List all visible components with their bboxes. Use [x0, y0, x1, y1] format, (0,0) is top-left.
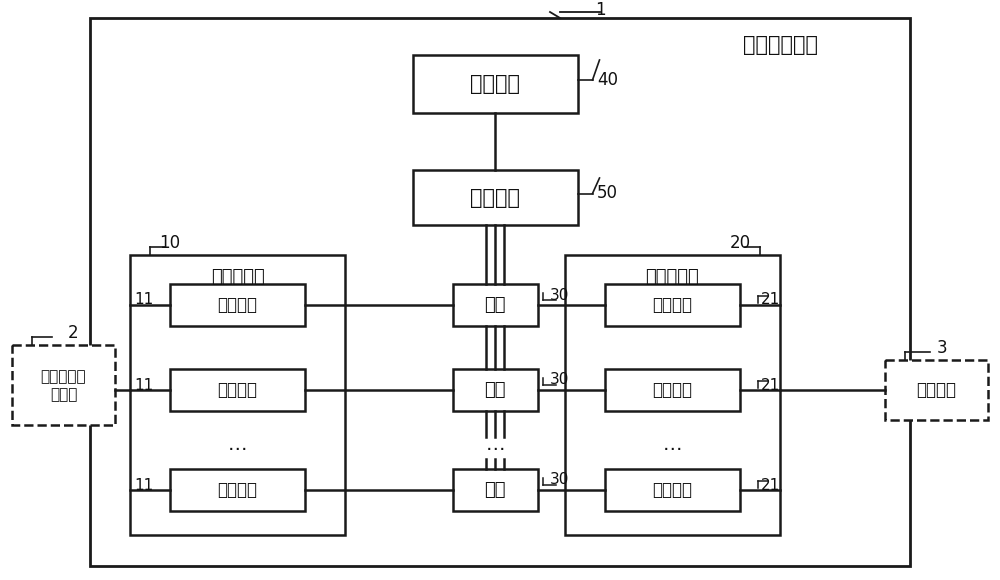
Text: 21: 21	[760, 292, 780, 307]
Text: 第二端子组: 第二端子组	[646, 268, 699, 286]
Bar	[12, 345, 115, 425]
Text: 开关: 开关	[484, 381, 506, 399]
Text: 试系统: 试系统	[50, 387, 77, 403]
Bar	[90, 18, 910, 566]
Text: 11: 11	[134, 292, 154, 307]
Text: 1: 1	[595, 1, 605, 19]
Text: 2: 2	[68, 324, 79, 342]
Text: …: …	[663, 436, 682, 455]
Text: 第二端子: 第二端子	[652, 381, 692, 399]
Text: 控制模块: 控制模块	[470, 74, 520, 94]
Text: 开关: 开关	[484, 481, 506, 499]
Text: 40: 40	[597, 71, 618, 89]
Text: 第一端子: 第一端子	[218, 296, 258, 314]
Text: 3: 3	[936, 339, 947, 357]
Text: …: …	[485, 436, 505, 455]
Bar	[170, 469, 305, 511]
Text: 11: 11	[134, 477, 154, 492]
Bar	[452, 469, 538, 511]
Text: 第一端子组: 第一端子组	[211, 268, 264, 286]
Text: 硬件在环测: 硬件在环测	[41, 369, 86, 385]
Bar	[170, 284, 305, 326]
Bar	[565, 255, 780, 535]
Bar	[452, 284, 538, 326]
Text: 50: 50	[597, 184, 618, 202]
Text: 10: 10	[159, 234, 181, 252]
Bar	[605, 469, 740, 511]
Text: …: …	[228, 436, 247, 455]
Bar	[605, 369, 740, 411]
Text: 驱动电路: 驱动电路	[470, 187, 520, 208]
Bar	[413, 170, 578, 225]
Bar	[885, 360, 988, 420]
Bar	[452, 369, 538, 411]
Text: 11: 11	[134, 378, 154, 393]
Text: 第一端子: 第一端子	[218, 381, 258, 399]
Text: 待测装置: 待测装置	[916, 381, 956, 399]
Text: 30: 30	[550, 288, 569, 303]
Bar	[413, 55, 578, 113]
Text: 开关: 开关	[484, 296, 506, 314]
Text: 30: 30	[550, 473, 569, 488]
Text: 第二端子: 第二端子	[652, 296, 692, 314]
Text: 20: 20	[729, 234, 751, 252]
Text: 30: 30	[550, 372, 569, 387]
Text: 21: 21	[760, 477, 780, 492]
Bar	[130, 255, 345, 535]
Bar	[170, 369, 305, 411]
Text: 第二端子: 第二端子	[652, 481, 692, 499]
Text: 21: 21	[760, 378, 780, 393]
Bar	[605, 284, 740, 326]
Text: 第一端子: 第一端子	[218, 481, 258, 499]
Text: 信号转接装置: 信号转接装置	[742, 35, 818, 55]
